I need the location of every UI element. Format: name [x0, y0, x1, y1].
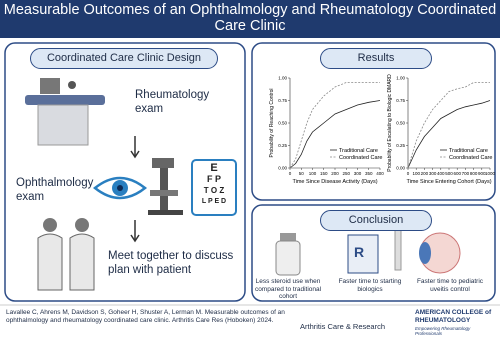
- microscope: [148, 158, 183, 215]
- society: AMERICAN COLLEGE of RHEUMATOLOGY: [415, 309, 492, 324]
- exam-table: [25, 78, 105, 146]
- x-tick-label: 50: [299, 171, 305, 176]
- y-tick-label: 0.25: [278, 143, 287, 148]
- legend-label: Coordinated Care: [339, 155, 382, 161]
- y-tick-label: 0.00: [278, 166, 287, 171]
- x-tick-label: 200: [421, 171, 429, 176]
- citation: Lavallee C, Ahrens M, Davidson S, Goheer…: [6, 309, 285, 324]
- x-tick-label: 200: [331, 171, 339, 176]
- x-tick-label: 100: [412, 171, 420, 176]
- conclusion-item: Less steroid use when compared to tradit…: [254, 278, 322, 300]
- results-panel: [251, 42, 496, 201]
- x-tick-label: 300: [429, 171, 437, 176]
- x-tick-label: 0: [407, 171, 410, 176]
- title: Measurable Outcomes of an Ophthalmology …: [3, 2, 497, 34]
- series-line: [289, 82, 380, 169]
- step: Meet together to discuss plan with patie…: [108, 250, 234, 276]
- arrows: [130, 136, 140, 243]
- eye-chart-row: T O Z: [203, 186, 225, 195]
- x-tick-label: 350: [365, 171, 373, 176]
- conclusion-item: Faster time to starting biologics: [338, 278, 402, 293]
- x-tick-label: 700: [462, 171, 470, 176]
- x-axis-label: Time Since Disease Activity (Days): [292, 179, 377, 185]
- y-tick-label: 1.00: [396, 76, 405, 81]
- conclusion-item: Faster time to pediatric uveitis control: [416, 278, 484, 293]
- legend-label: Coordinated Care: [449, 155, 492, 161]
- step: Rheumatology exam: [135, 89, 210, 115]
- design-heading: Coordinated Care Clinic Design: [30, 48, 218, 69]
- x-axis-label: Time Since Entering Cohort (Days): [406, 179, 491, 185]
- rx-document: R: [347, 229, 402, 274]
- conclusion-heading: Conclusion: [320, 210, 432, 231]
- y-tick-label: 0.75: [396, 98, 405, 103]
- eye-chart-row: L P E D: [201, 198, 227, 205]
- series-line: [407, 82, 490, 169]
- x-tick-label: 800: [470, 171, 478, 176]
- y-axis-label: Probability of Escalating to Biologic DM…: [387, 74, 393, 172]
- y-tick-label: 0.50: [278, 121, 287, 126]
- charts: 0.000.250.500.751.000 50 100 150 200 250 300 35…: [269, 74, 496, 185]
- eye-anatomy: [419, 232, 461, 274]
- x-tick-label: 500: [445, 171, 453, 176]
- y-tick-label: 1.00: [278, 76, 287, 81]
- y-tick-label: 0.75: [278, 98, 287, 103]
- y-axis-label: Probability of Reaching Control: [269, 89, 275, 158]
- pill-bottle: [275, 233, 301, 276]
- x-tick-label: 250: [342, 171, 350, 176]
- svg-text:R: R: [354, 244, 364, 260]
- series-line: [407, 100, 491, 169]
- y-tick-label: 0.25: [396, 143, 405, 148]
- x-tick-label: 150: [320, 171, 328, 176]
- x-tick-label: 0: [289, 171, 292, 176]
- x-tick-label: 400: [437, 171, 445, 176]
- journal: Arthritis Care & Research: [300, 322, 386, 331]
- step: Ophthalmology exam: [16, 177, 94, 203]
- tagline: Empowering Rheumatology Professionals: [415, 326, 471, 336]
- x-tick-label: 400: [376, 171, 384, 176]
- design-panel: [4, 42, 246, 302]
- y-tick-label: 0.00: [396, 166, 405, 171]
- title-bar: [0, 0, 500, 38]
- y-tick-label: 0.50: [396, 121, 405, 126]
- x-tick-label: 100: [309, 171, 317, 176]
- people: [37, 218, 95, 291]
- eye-chart: [191, 159, 237, 216]
- eye-icon: [92, 176, 148, 200]
- results-heading: Results: [320, 48, 432, 69]
- x-tick-label: 1000: [485, 171, 496, 176]
- conclusion-panel: [251, 204, 496, 302]
- legend-label: Traditional Care: [339, 148, 378, 154]
- x-tick-label: 900: [478, 171, 486, 176]
- legend-label: Traditional Care: [449, 148, 488, 154]
- x-tick-label: 300: [354, 171, 362, 176]
- eye-chart-row: F P: [206, 174, 221, 184]
- eye-chart-text: E F P T O Z L P E D: [192, 163, 236, 207]
- series-line: [289, 100, 381, 169]
- eye-chart-row: E: [210, 162, 218, 174]
- x-tick-label: 600: [453, 171, 461, 176]
